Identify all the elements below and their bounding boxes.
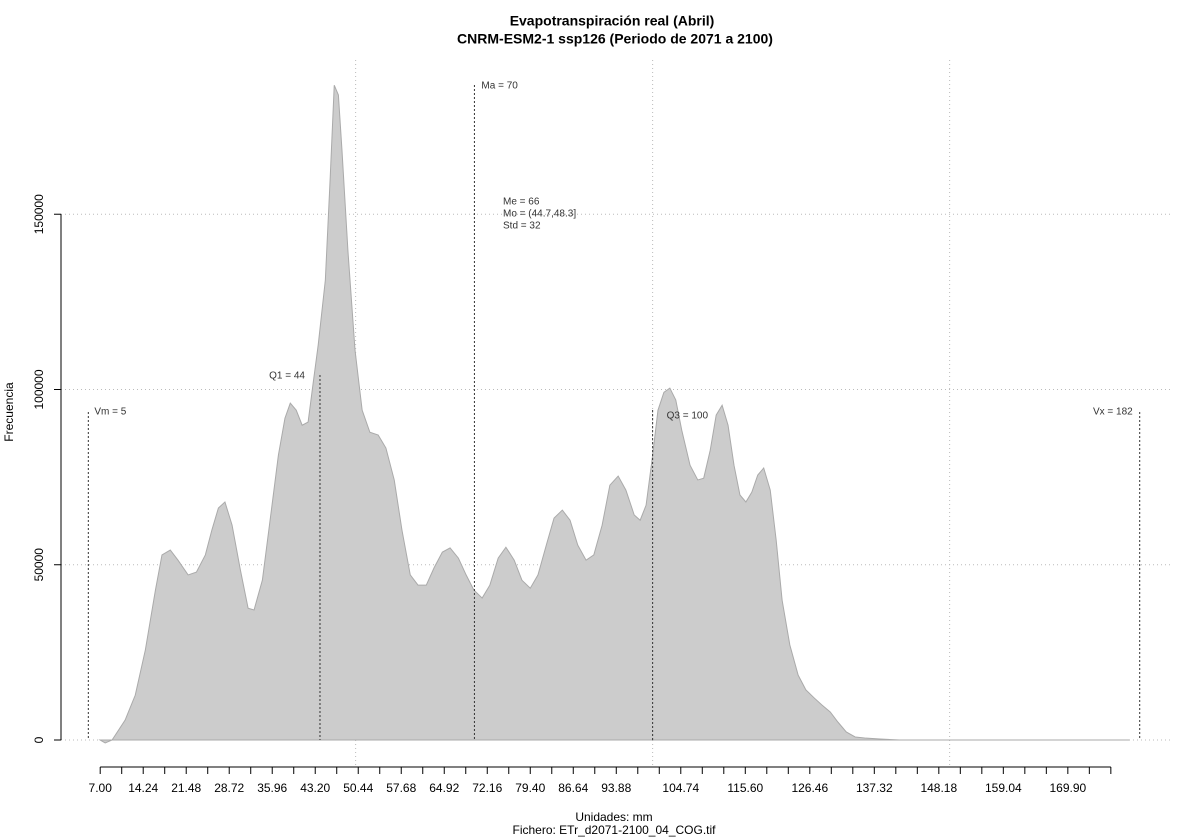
- stat-label: Std = 32: [503, 221, 541, 232]
- marker-label: Vm = 5: [94, 407, 126, 418]
- x-tick-label: 159.04: [985, 781, 1022, 795]
- x-tick-label: 137.32: [856, 781, 893, 795]
- x-tick-label: 64.92: [429, 781, 459, 795]
- x-tick-label: 126.46: [791, 781, 828, 795]
- x-tick-label: 104.74: [662, 781, 699, 795]
- chart-title: Evapotranspiración real (Abril): [510, 13, 715, 29]
- caption: Fichero: ETr_d2071-2100_04_COG.tif: [513, 823, 717, 837]
- x-tick-label: 148.18: [920, 781, 957, 795]
- x-tick-label: 72.16: [472, 781, 502, 795]
- stat-label: Me = 66: [503, 197, 540, 208]
- y-tick-label: 100000: [32, 369, 46, 409]
- x-tick-label: 50.44: [343, 781, 373, 795]
- chart-subtitle: CNRM-ESM2-1 ssp126 (Periodo de 2071 a 21…: [457, 31, 773, 47]
- x-tick-label: 28.72: [214, 781, 244, 795]
- marker-label: Vx = 182: [1093, 407, 1133, 418]
- x-tick-label: 79.40: [515, 781, 545, 795]
- y-axis-label: Frecuencia: [2, 382, 16, 442]
- y-tick-label: 50000: [32, 548, 46, 582]
- x-tick-label: 93.88: [601, 781, 631, 795]
- x-tick-label: 57.68: [386, 781, 416, 795]
- x-tick-label: 35.96: [257, 781, 287, 795]
- x-tick-label: 14.24: [128, 781, 158, 795]
- y-tick-label: 150000: [32, 194, 46, 234]
- marker-label: Ma = 70: [481, 81, 518, 92]
- x-tick-label: 7.00: [89, 781, 113, 795]
- y-tick-label: 0: [32, 736, 46, 743]
- x-tick-label: 21.48: [171, 781, 201, 795]
- x-tick-label: 169.90: [1049, 781, 1086, 795]
- x-axis-label: Unidades: mm: [575, 810, 652, 824]
- marker-label: Q3 = 100: [667, 411, 709, 422]
- marker-label: Q1 = 44: [269, 371, 305, 382]
- x-tick-label: 115.60: [727, 781, 763, 795]
- x-tick-label: 43.20: [300, 781, 330, 795]
- stat-label: Mo = (44.7,48.3]: [503, 209, 576, 220]
- x-tick-label: 86.64: [558, 781, 588, 795]
- density-area: [98, 85, 1130, 744]
